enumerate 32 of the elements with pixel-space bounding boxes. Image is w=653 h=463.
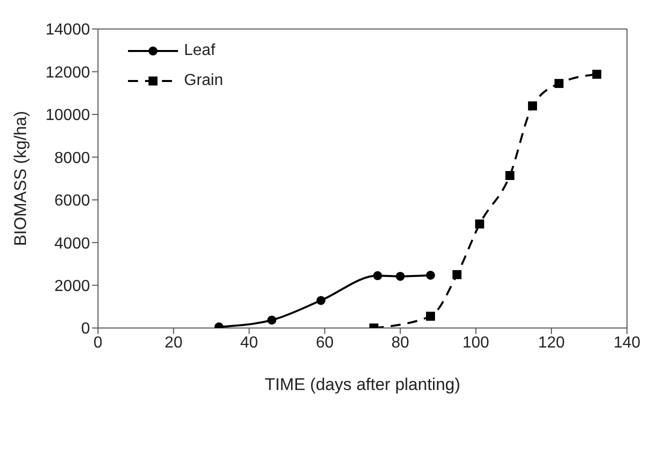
y-tick-label: 12000 [46,64,90,82]
y-tick-label: 8000 [54,150,90,167]
x-tick-label: 20 [164,334,183,352]
y-axis-title: BIOMASS (kg/ha) [11,110,30,246]
x-tick-label: 140 [614,334,640,352]
x-tick-label: 120 [538,334,565,352]
x-tick-label: 100 [462,334,490,352]
y-tick-label: 0 [81,320,90,338]
y-tick-label: 10000 [46,107,90,124]
legend-label: Leaf [184,42,216,60]
y-tick-label: 4000 [54,235,90,252]
point [426,270,436,280]
point [426,312,436,321]
y-tick-label: 2000 [54,278,90,295]
x-tick-label: 0 [94,334,103,352]
x-tick-label: 80 [391,334,410,352]
legend-label: Grain [184,72,224,90]
x-axis-title: TIME (days after planting) [264,375,460,394]
point [396,272,405,281]
point [475,219,484,228]
point [592,70,602,79]
y-tick-label: 14000 [46,22,90,39]
point [373,271,382,280]
y-tick-label: 6000 [54,192,90,210]
x-tick-label: 60 [316,334,334,352]
point [452,270,462,280]
point [554,78,564,88]
x-tick-label: 40 [240,334,258,352]
point [316,296,326,305]
point [267,316,276,325]
point [528,101,538,110]
point [505,171,514,180]
